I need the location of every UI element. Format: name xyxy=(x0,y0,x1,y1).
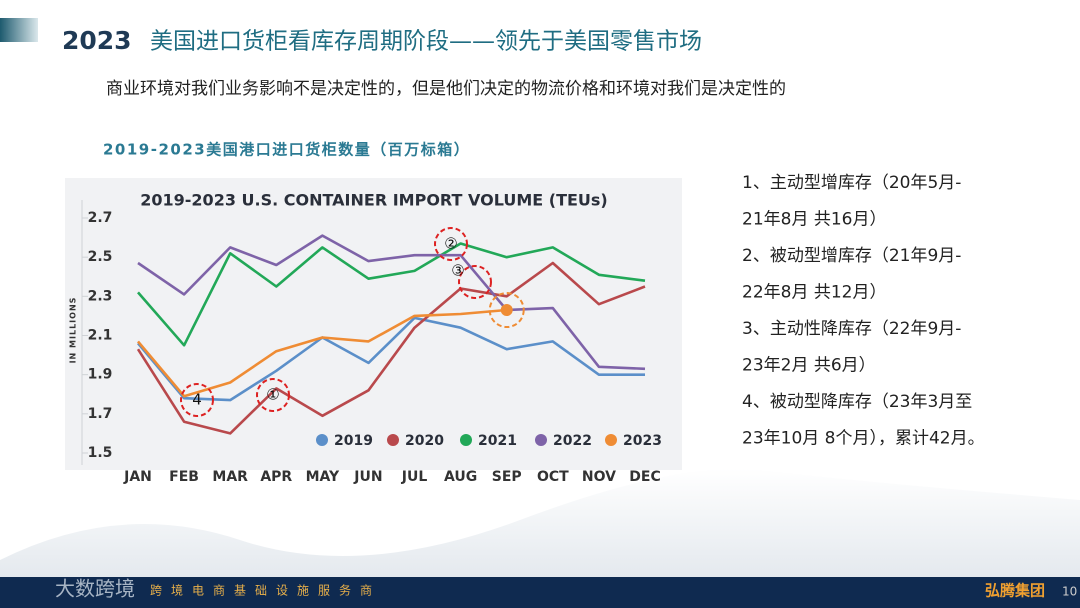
annotation-circle xyxy=(256,378,290,412)
series-line xyxy=(137,234,646,371)
annotation-circle xyxy=(458,265,492,299)
annotation-label: ③ xyxy=(451,262,464,280)
mountain-decoration xyxy=(0,468,1080,577)
x-tick-label: AUG xyxy=(444,469,477,485)
legend-label: 2020 xyxy=(405,433,444,449)
series-line xyxy=(137,242,646,347)
legend-label: 2021 xyxy=(478,433,517,449)
notes: 1、主动型增库存（20年5月- 21年8月 共16月） 2、被动型增库存（21年9月… xyxy=(742,173,985,449)
legend-label: 2023 xyxy=(623,433,662,449)
x-tick-label: NOV xyxy=(582,469,616,485)
series-line xyxy=(137,316,645,402)
legend-swatch xyxy=(387,434,399,446)
title-tab xyxy=(0,18,38,42)
footer-brand: 弘腾集团 xyxy=(985,582,1045,600)
note-line: 2、被动型增库存（21年9月- xyxy=(742,246,961,266)
y-tick-label: 1.9 xyxy=(88,367,113,383)
y-tick-label: 1.7 xyxy=(88,406,113,422)
x-tick-label: MAR xyxy=(212,469,248,485)
x-tick-label: DEC xyxy=(629,469,660,485)
title-year: 2023 xyxy=(62,26,132,55)
y-tick-label: 2.7 xyxy=(88,210,113,226)
end-marker xyxy=(500,304,513,317)
legend-swatch xyxy=(460,434,472,446)
annotation-circle xyxy=(180,383,214,417)
x-tick-label: JUL xyxy=(401,469,428,485)
x-tick-label: MAY xyxy=(306,469,340,485)
legend-swatch xyxy=(605,434,617,446)
chart-title: 2019-2023 U.S. CONTAINER IMPORT VOLUME (… xyxy=(140,191,607,210)
legend-label: 2022 xyxy=(553,433,592,449)
footer-tagline: 跨境电商基础设施服务商 xyxy=(150,583,381,598)
series-line xyxy=(136,261,646,435)
chart-panel xyxy=(65,178,682,470)
series-line xyxy=(137,308,507,398)
note-line: 21年8月 共16月） xyxy=(742,210,886,230)
footer-band xyxy=(0,577,1080,608)
x-tick-label: SEP xyxy=(492,469,522,485)
note-line: 23年2月 共6月） xyxy=(742,356,876,376)
highlight-circle xyxy=(488,292,525,329)
note-line: 23年10月 8个月），累计42月。 xyxy=(742,429,985,449)
title: 美国进口货柜看库存周期阶段——领先于美国零售市场 xyxy=(150,29,702,55)
chart-caption: 2019-2023美国港口进口货柜数量（百万标箱） xyxy=(103,141,470,159)
y-tick-label: 2.3 xyxy=(88,288,113,304)
y-tick-label: 2.1 xyxy=(88,328,113,344)
x-tick-label: APR xyxy=(260,469,292,485)
x-tick-label: OCT xyxy=(537,469,569,485)
x-tick-label: JUN xyxy=(353,469,382,485)
note-line: 22年8月 共12月） xyxy=(742,283,886,303)
y-axis-label: IN MILLIONS xyxy=(69,297,78,364)
y-tick-label: 1.5 xyxy=(88,445,113,461)
subtitle: 商业环境对我们业务影响不是决定性的，但是他们决定的物流价格和环境对我们是决定性的 xyxy=(106,79,786,99)
annotation-label: ① xyxy=(266,386,279,404)
legend-label: 2019 xyxy=(334,433,373,449)
chart: 2019-2023 U.S. CONTAINER IMPORT VOLUME (… xyxy=(69,191,662,486)
x-tick-label: FEB xyxy=(169,469,199,485)
legend-swatch xyxy=(535,434,547,446)
annotation-label: ② xyxy=(444,235,457,253)
annotation-circle xyxy=(434,227,468,261)
note-line: 1、主动型增库存（20年5月- xyxy=(742,173,961,193)
legend-swatch xyxy=(316,434,328,446)
x-tick-label: JAN xyxy=(123,469,152,485)
note-line: 3、主动性降库存（22年9月- xyxy=(742,319,961,339)
page-number: 10 xyxy=(1062,585,1077,599)
y-tick-label: 2.5 xyxy=(88,249,113,265)
watermark: 大数跨境 xyxy=(55,577,135,601)
annotation-label: 4 xyxy=(192,391,202,409)
note-line: 4、被动型降库存（23年3月至 xyxy=(742,392,972,412)
